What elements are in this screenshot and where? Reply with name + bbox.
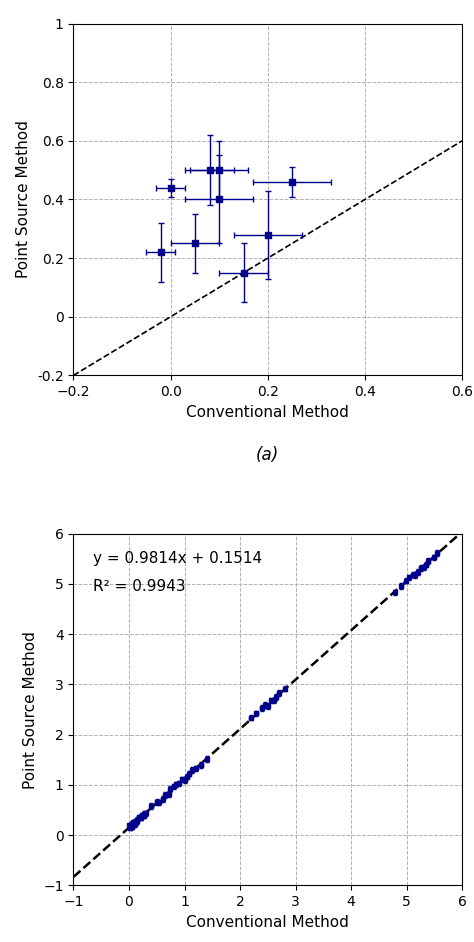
Y-axis label: Point Source Method: Point Source Method [23,630,38,788]
Text: y = 0.9814x + 0.1514: y = 0.9814x + 0.1514 [93,551,262,566]
X-axis label: Conventional Method: Conventional Method [186,915,349,930]
Text: R² = 0.9943: R² = 0.9943 [93,579,185,594]
X-axis label: Conventional Method: Conventional Method [186,405,349,419]
Y-axis label: Point Source Method: Point Source Method [17,121,31,279]
Text: (a): (a) [256,446,280,463]
